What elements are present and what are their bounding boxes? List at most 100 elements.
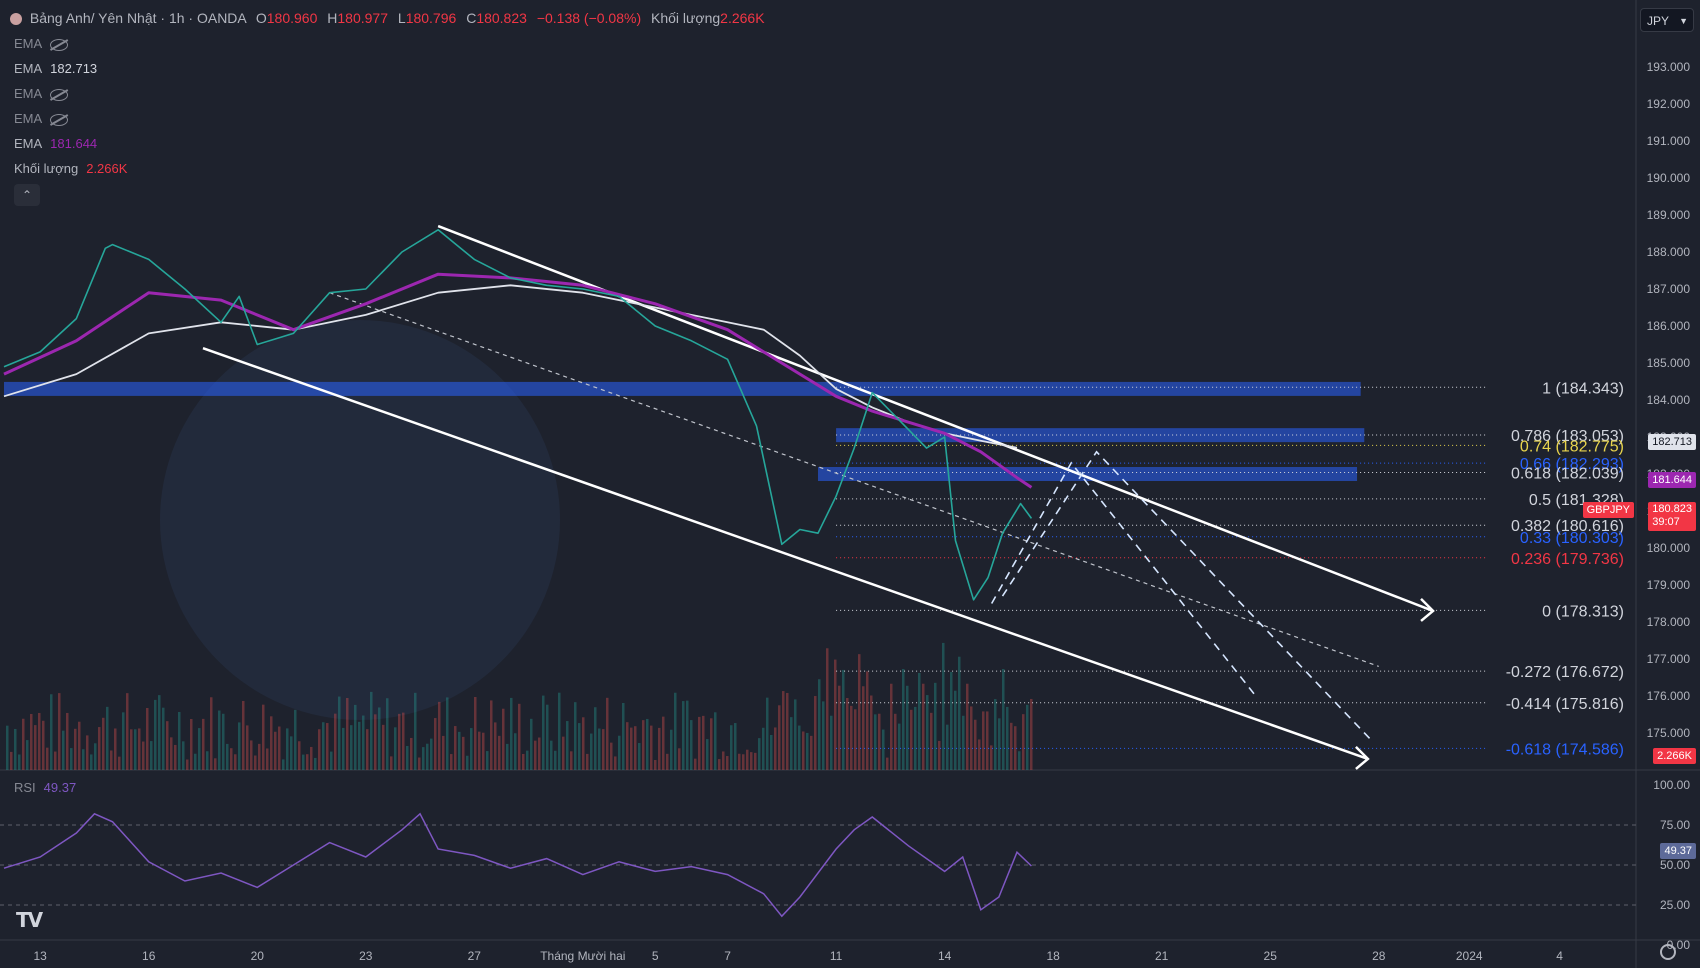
ema-purple-line: [3, 272, 1033, 489]
volume-bar: [442, 735, 445, 770]
arrow-head: [1355, 746, 1370, 770]
volume-bar: [526, 750, 529, 770]
volume-bar: [606, 697, 609, 770]
indicator-ema-5[interactable]: EMA 181.644: [14, 136, 97, 151]
last-price: 180.823: [1652, 503, 1692, 515]
volume-bar: [66, 712, 69, 770]
volume-bar: [634, 726, 637, 770]
volume-bar: [318, 729, 321, 770]
volume-bar: [682, 701, 685, 770]
supply-zone: [818, 467, 1358, 481]
volume-bar: [490, 700, 493, 770]
volume-bar: [294, 709, 297, 770]
volume-bar: [982, 711, 985, 770]
collapse-indicators-button[interactable]: ⌃: [14, 184, 40, 206]
volume-bar: [330, 751, 333, 770]
volume-bar: [998, 718, 1001, 770]
time-tick-label: 18: [1046, 949, 1060, 963]
close-value: 180.823: [476, 10, 527, 26]
last-price-tag: 180.823 39:07: [1648, 502, 1696, 531]
volume-bar: [518, 703, 521, 770]
fib-label: 0.66 (182.293): [1520, 456, 1624, 473]
volume-bar: [830, 715, 833, 770]
indicator-volume[interactable]: Khối lượng 2.266K: [14, 161, 127, 176]
volume-bar: [110, 750, 113, 770]
volume-bar: [706, 739, 709, 770]
tradingview-logo[interactable]: TV: [16, 908, 43, 932]
volume-bar: [566, 721, 569, 770]
time-tick-label: 28: [1372, 949, 1386, 963]
volume-bar: [930, 712, 933, 770]
volume-bar: [194, 753, 197, 770]
volume-bar: [114, 728, 117, 770]
fib-label: 0.33 (180.303): [1520, 530, 1624, 547]
indicator-ema-2[interactable]: EMA 182.713: [14, 61, 97, 76]
rsi-value: 49.37: [43, 780, 77, 795]
projection-path: [990, 461, 1257, 697]
volume-bar: [486, 751, 489, 770]
currency-select[interactable]: JPY ▼: [1640, 8, 1694, 32]
time-tick-label: 14: [938, 949, 952, 963]
volume-bar: [70, 748, 73, 770]
volume-bar: [394, 727, 397, 770]
volume-bar: [430, 738, 433, 770]
open-label: O: [255, 10, 267, 26]
indicator-ema-1[interactable]: EMA: [14, 36, 69, 51]
indicator-ema-4[interactable]: EMA: [14, 111, 69, 126]
volume-bar: [874, 714, 877, 770]
volume-bar: [182, 741, 185, 770]
time-tick-label: 4: [1556, 949, 1563, 963]
symbol-title[interactable]: Bảng Anh/ Yên Nhật · 1h · OANDA: [29, 10, 246, 26]
volume-bar: [282, 759, 285, 770]
volume-bar: [922, 683, 925, 770]
volume-bar: [878, 713, 881, 770]
volume-bar: [178, 711, 181, 770]
volume-bar: [426, 743, 429, 770]
volume-bar: [726, 756, 729, 770]
price-tick-label: 180.000: [1647, 541, 1691, 555]
volume-bar: [722, 751, 725, 770]
fib-label: 0.382 (180.616): [1511, 518, 1624, 535]
indicator-name: EMA: [14, 61, 43, 76]
volume-bar: [694, 758, 697, 770]
volume-bar: [402, 712, 405, 770]
eye-hidden-icon[interactable]: [50, 88, 69, 101]
time-tick-label: 23: [359, 949, 373, 963]
volume-bar: [258, 743, 261, 770]
volume-bar: [366, 729, 369, 770]
volume-bar: [386, 698, 389, 770]
time-tick-label: 13: [33, 949, 47, 963]
volume-bar: [986, 711, 989, 770]
volume-bar: [374, 714, 377, 770]
volume-bar: [86, 735, 89, 770]
eye-hidden-icon[interactable]: [50, 113, 69, 126]
ema-white-price-tag: 182.713: [1648, 434, 1696, 450]
volume-bar: [554, 750, 557, 770]
volume-bar: [866, 671, 869, 770]
eye-hidden-icon[interactable]: [50, 38, 69, 51]
gear-icon[interactable]: [1660, 944, 1676, 960]
indicator-ema-3[interactable]: EMA: [14, 86, 69, 101]
volume-bar: [306, 754, 309, 770]
volume-bar: [650, 725, 653, 770]
fib-label: -0.618 (174.586): [1506, 741, 1624, 758]
rsi-tick-label: 75.00: [1660, 818, 1690, 832]
volume-bar: [218, 710, 221, 770]
rsi-legend[interactable]: RSI 49.37: [14, 780, 76, 795]
volume-bar: [34, 725, 37, 770]
volume-bar: [942, 642, 945, 770]
volume-bar: [894, 713, 897, 770]
price-tick-label: 189.000: [1647, 208, 1691, 222]
volume-bar: [510, 697, 513, 770]
close-label: C: [466, 10, 477, 26]
volume-bar: [770, 734, 773, 770]
volume-bar: [174, 744, 177, 770]
volume-bar: [322, 722, 325, 770]
volume-bar: [750, 752, 753, 770]
volume-bar: [14, 728, 17, 770]
price-line: [3, 229, 989, 601]
symbol-logo-icon[interactable]: [10, 13, 22, 26]
price-tick-label: 179.000: [1647, 578, 1691, 592]
volume-bar: [870, 695, 873, 770]
